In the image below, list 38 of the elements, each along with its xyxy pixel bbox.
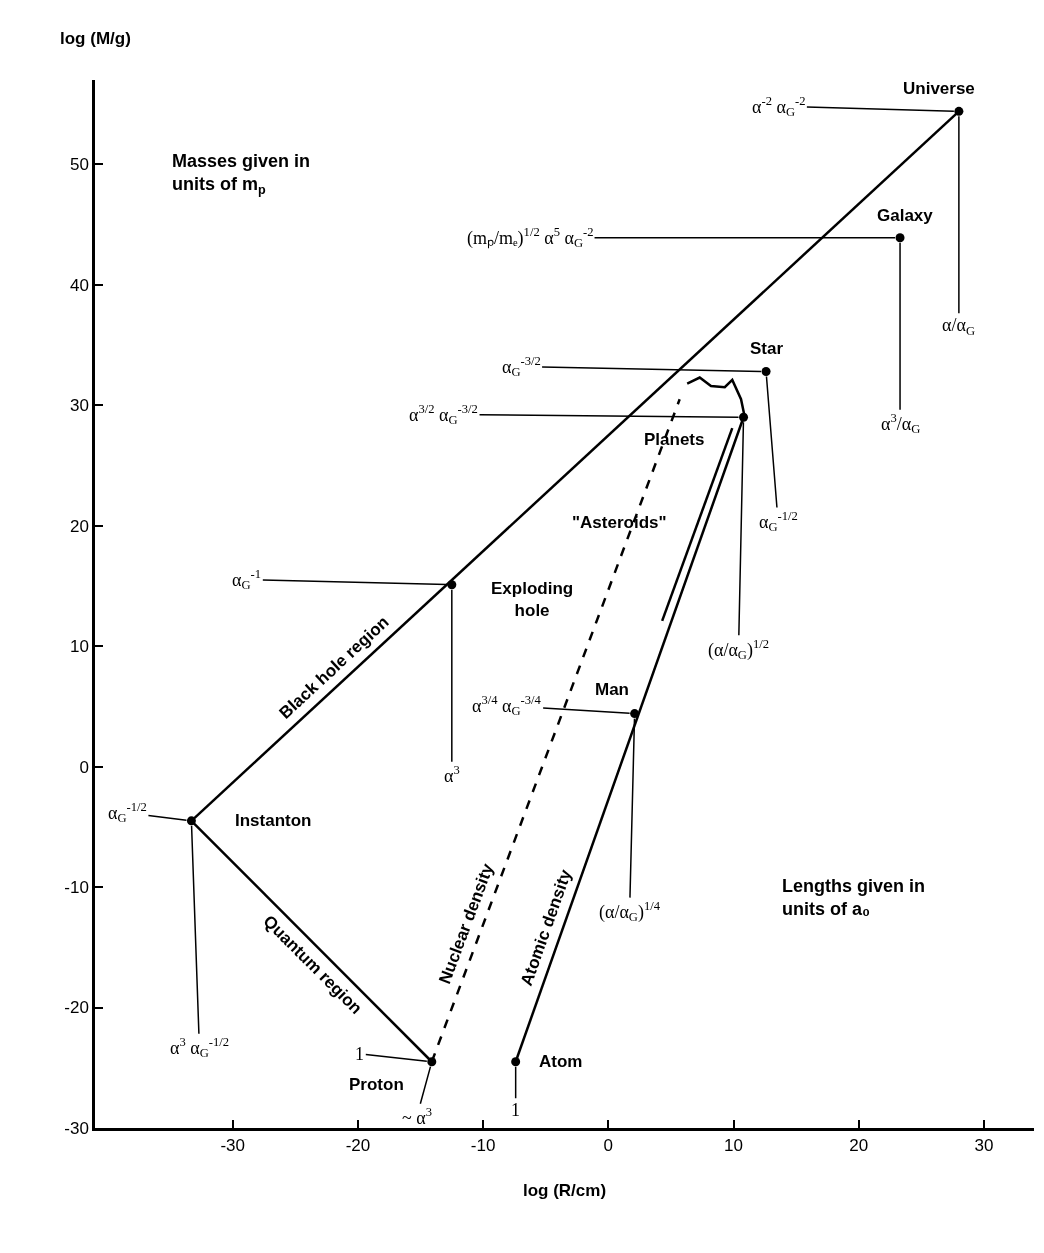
x-tick-label: 20 xyxy=(849,1136,869,1156)
x-axis-title: log (R/cm) xyxy=(522,1180,607,1200)
annotation: "Asteroids" xyxy=(572,513,667,532)
y-tick-label: 20 xyxy=(69,516,89,536)
y-tick-label: 10 xyxy=(69,637,89,657)
annotation: α/α$_{G}$ xyxy=(942,315,975,338)
annotation: Exploding hole xyxy=(491,579,574,621)
x-tick-label: -30 xyxy=(220,1136,246,1156)
y-tick-label: -20 xyxy=(64,998,89,1018)
annotation: (α/α$_{G}$)$^{1/4}$ xyxy=(599,899,661,925)
x-tick-label: 30 xyxy=(974,1136,994,1156)
annotation: Instanton xyxy=(235,811,312,830)
annotation: ~ α$^{3}$ xyxy=(402,1105,432,1128)
annotation: Proton xyxy=(349,1075,404,1094)
y-tick-label: 0 xyxy=(79,757,89,777)
annotation: Atom xyxy=(539,1052,583,1071)
annotation: α$^{3}$/α$_{G}$ xyxy=(881,411,921,437)
annotation: α$^{3}$ xyxy=(444,763,460,786)
annotation: 1 xyxy=(511,1100,520,1120)
annotation: Universe xyxy=(903,79,975,98)
x-tick-label: 0 xyxy=(603,1136,614,1156)
y-tick-label: 50 xyxy=(69,155,89,175)
annotation: Man xyxy=(595,680,629,699)
annotation: Masses given in units of m$_{p}$ xyxy=(172,151,311,198)
annotation: Lengths given in units of a₀ xyxy=(782,876,926,920)
annotation: (α/α$_{G}$)$^{1/2}$ xyxy=(708,637,770,663)
x-tick-label: -10 xyxy=(470,1136,496,1156)
annotation: Star xyxy=(750,339,784,358)
y-tick-label: -10 xyxy=(64,878,89,898)
y-tick-label: 30 xyxy=(69,396,89,416)
y-tick-label: -30 xyxy=(64,1118,89,1138)
y-tick-label: 40 xyxy=(69,275,89,295)
annotation: 1 xyxy=(355,1044,364,1064)
annotation: Galaxy xyxy=(877,206,934,225)
x-tick-label: -20 xyxy=(345,1136,371,1156)
annotation: Planets xyxy=(644,430,705,449)
x-tick-label: 10 xyxy=(724,1136,743,1156)
y-axis-title: log (M/g) xyxy=(60,29,131,48)
